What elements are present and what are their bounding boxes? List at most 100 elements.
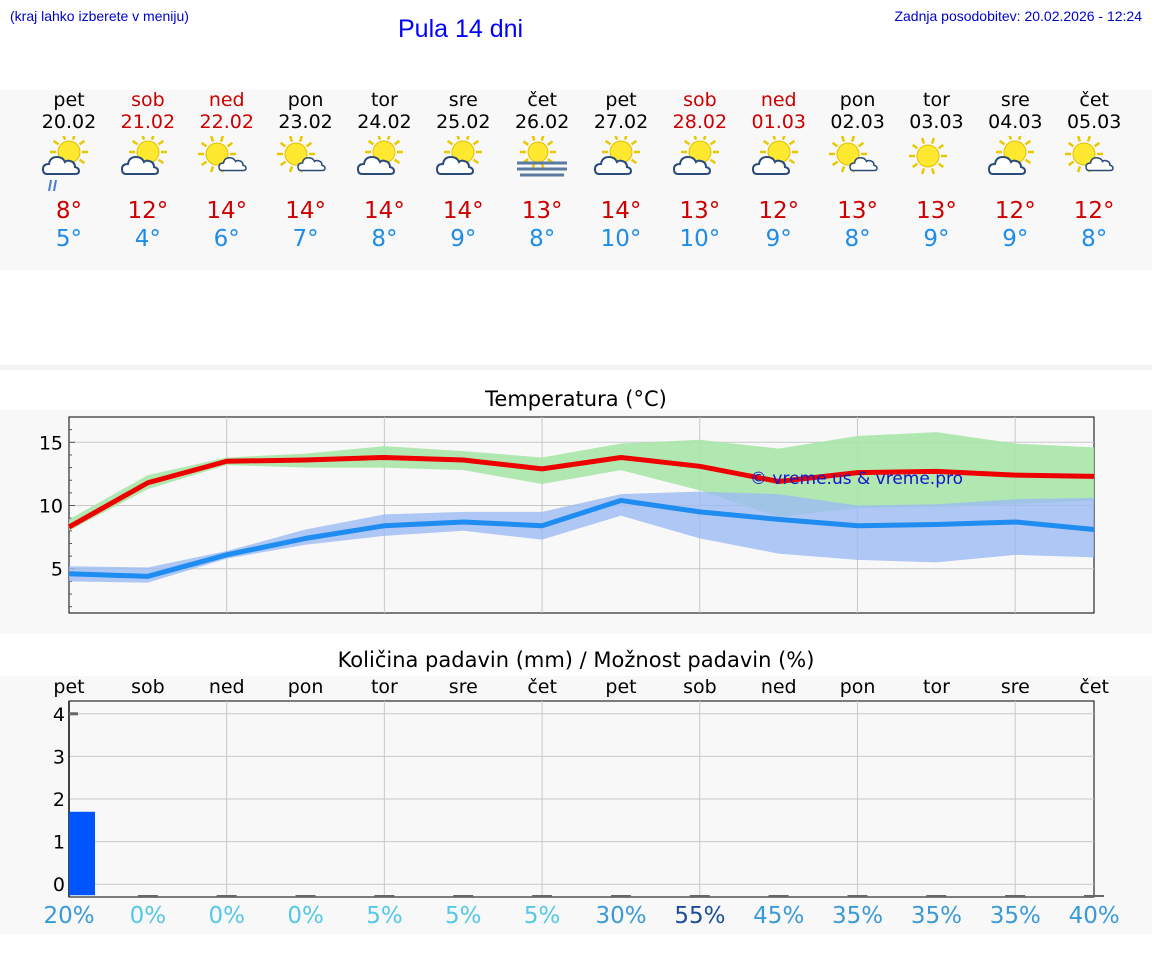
max-temp: 13°	[837, 198, 878, 224]
day-name: pon	[839, 89, 876, 111]
precip-day-label: sob	[683, 676, 717, 698]
max-temp: 12°	[127, 198, 169, 224]
location-hint: (kraj lahko izberete v meniju)	[10, 8, 189, 24]
day-date: 23.02	[278, 111, 333, 133]
rain-sun-cloud-icon	[39, 133, 99, 198]
y-tick-label: 2	[53, 789, 65, 811]
day-date: 26.02	[514, 111, 570, 133]
sun-small-cloud-icon	[1064, 135, 1124, 198]
min-temp: 8°	[371, 226, 398, 252]
day-date: 02.03	[830, 111, 885, 133]
max-temp: 14°	[442, 198, 484, 224]
min-temp: 10°	[679, 226, 721, 252]
precip-day-label: čet	[1079, 676, 1109, 698]
precip-probability: 20%	[43, 903, 95, 929]
y-tick-label: 5	[51, 559, 63, 581]
min-temp: 7°	[292, 226, 319, 252]
max-temp: 14°	[364, 198, 405, 224]
min-temp: 8°	[1081, 226, 1108, 252]
min-temp: 8°	[844, 226, 871, 252]
sun-fog-icon	[512, 134, 572, 198]
max-temp: 12°	[994, 198, 1036, 224]
day-name: sob	[683, 89, 717, 111]
max-temp: 12°	[1073, 198, 1115, 224]
min-temp: 8°	[529, 226, 556, 252]
precipitation-chart: 0 1 2 3 4	[53, 700, 1104, 898]
temperature-chart: 5 10 15 © vreme.us & vreme.pro	[39, 416, 1095, 614]
y-tick-label: 0	[53, 874, 65, 896]
sun-cloud-icon	[985, 133, 1045, 198]
precip-probability: 35%	[989, 903, 1041, 929]
precip-day-label: pet	[605, 676, 637, 698]
y-tick-label: 3	[53, 746, 65, 768]
max-temp: 13°	[679, 198, 721, 224]
precip-day-label: tor	[370, 676, 398, 698]
day-date: 20.02	[41, 111, 97, 133]
min-temp: 4°	[134, 226, 161, 252]
page-title: Pula 14 dni	[398, 15, 524, 43]
day-date: 27.02	[593, 111, 649, 133]
watermark: © vreme.us & vreme.pro	[750, 469, 963, 489]
day-name: tor	[923, 89, 950, 111]
min-temp: 9°	[1002, 226, 1029, 252]
precip-probability: 30%	[595, 903, 647, 929]
precip-day-label: sre	[448, 676, 478, 698]
precip-probability: 0%	[129, 903, 167, 929]
precip-day-label: pon	[839, 676, 876, 698]
min-temp: 5°	[55, 226, 83, 252]
precip-day-label: pon	[287, 676, 324, 698]
precip-probability: 5%	[445, 903, 482, 929]
sun-cloud-icon	[670, 133, 730, 198]
min-temp: 6°	[213, 226, 240, 252]
sun-small-cloud-icon	[828, 135, 888, 198]
y-tick-label: 10	[39, 496, 63, 518]
day-name: čet	[1079, 89, 1109, 111]
day-name: čet	[527, 89, 557, 111]
precip-probability: 55%	[674, 903, 726, 929]
temperature-chart-title: Temperatura (°C)	[485, 387, 667, 411]
day-date: 21.02	[120, 111, 176, 133]
sun-small-cloud-icon	[197, 135, 257, 198]
day-name: pet	[53, 89, 85, 111]
precip-day-label: ned	[208, 676, 245, 698]
precip-probability: 45%	[753, 903, 805, 929]
day-date: 24.02	[357, 111, 412, 133]
day-date: 05.03	[1066, 111, 1122, 133]
day-name: sob	[131, 89, 165, 111]
precip-day-label: čet	[527, 676, 557, 698]
precip-bar	[69, 811, 95, 896]
max-temp: 14°	[600, 198, 642, 224]
precip-day-label: tor	[923, 676, 950, 698]
sun-cloud-icon	[118, 133, 178, 198]
day-date: 22.02	[199, 111, 254, 133]
sun-cloud-icon	[749, 133, 809, 198]
day-name: ned	[760, 89, 797, 111]
precip-probability: 40%	[1068, 903, 1120, 929]
day-name: sre	[1000, 89, 1030, 111]
precip-probability: 0%	[287, 903, 324, 929]
daily-summary-band	[0, 90, 1152, 270]
sun-icon	[906, 136, 966, 198]
max-temp: 13°	[916, 198, 957, 224]
day-name: ned	[208, 89, 245, 111]
precip-day-label: pet	[53, 676, 85, 698]
day-date: 28.02	[672, 111, 728, 133]
precip-day-label: ned	[760, 676, 797, 698]
precipitation-chart-title: Količina padavin (mm) / Možnost padavin …	[337, 648, 815, 672]
precip-day-label: sre	[1000, 676, 1030, 698]
y-tick-label: 15	[39, 432, 63, 454]
precip-probability: 35%	[910, 903, 963, 929]
day-date: 04.03	[988, 111, 1043, 133]
y-tick-label: 4	[53, 704, 65, 726]
day-date: 01.03	[751, 111, 806, 133]
max-temp: 14°	[285, 198, 326, 224]
min-temp: 10°	[600, 226, 642, 252]
sun-cloud-icon	[433, 133, 493, 198]
day-date: 25.02	[436, 111, 491, 133]
sun-cloud-icon	[591, 133, 651, 198]
precip-probability: 0%	[208, 903, 245, 929]
max-temp: 12°	[758, 198, 800, 224]
last-updated: Zadnja posodobitev: 20.02.2026 - 12:24	[894, 8, 1142, 24]
precip-probability: 35%	[832, 903, 884, 929]
min-temp-line	[68, 497, 1095, 579]
